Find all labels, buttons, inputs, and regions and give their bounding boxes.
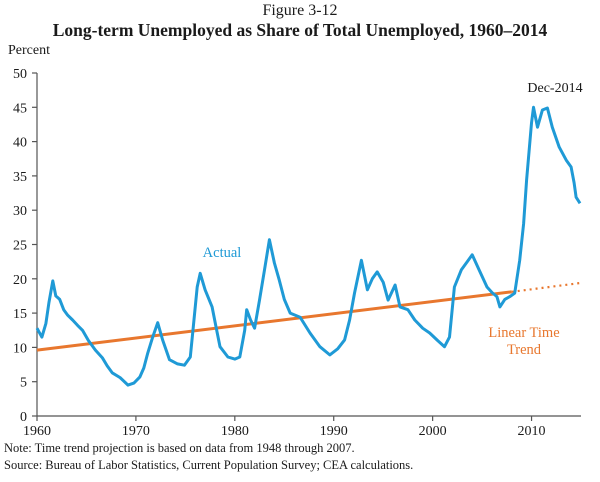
y-tick-label: 5 bbox=[20, 376, 27, 391]
series-layer bbox=[35, 105, 582, 387]
x-ticks: 1960 1970 1980 1990 2000 2010 bbox=[23, 416, 546, 439]
y-tick-label: 20 bbox=[13, 273, 27, 288]
y-ticks: 0 5 10 15 20 25 30 35 40 45 50 bbox=[13, 67, 37, 425]
y-tick-label: 35 bbox=[13, 170, 27, 185]
trend-line bbox=[36, 290, 512, 352]
chart-title: Long-term Unemployed as Share of Total U… bbox=[52, 20, 548, 40]
annotation-linear-time: Linear Time bbox=[488, 325, 559, 341]
x-tick-label: 2010 bbox=[518, 424, 546, 439]
x-tick-label: 1980 bbox=[221, 424, 249, 439]
y-tick-label: 15 bbox=[13, 307, 27, 322]
x-tick-label: 2000 bbox=[419, 424, 447, 439]
x-tick-label: 1970 bbox=[122, 424, 150, 439]
y-tick-label: 50 bbox=[13, 67, 27, 82]
y-tick-label: 25 bbox=[13, 239, 27, 254]
chart-source: Source: Bureau of Labor Statistics, Curr… bbox=[4, 458, 414, 472]
y-tick-label: 0 bbox=[20, 410, 27, 425]
actual-series-line bbox=[35, 105, 582, 387]
trend-line-projection bbox=[511, 281, 582, 293]
x-tick-label: 1990 bbox=[320, 424, 348, 439]
x-tick-label: 1960 bbox=[23, 424, 51, 439]
figure-number: Figure 3-12 bbox=[262, 2, 338, 19]
y-axis-label: Percent bbox=[8, 43, 50, 58]
annotation-actual: Actual bbox=[203, 245, 242, 261]
chart-note: Note: Time trend projection is based on … bbox=[4, 441, 355, 455]
y-tick-label: 40 bbox=[13, 136, 27, 151]
axes bbox=[36, 73, 581, 417]
y-tick-label: 10 bbox=[13, 341, 27, 356]
annotation-trend: Trend bbox=[507, 342, 542, 358]
y-tick-label: 45 bbox=[13, 101, 27, 116]
y-tick-label: 30 bbox=[13, 204, 27, 219]
annotation-dec-2014: Dec-2014 bbox=[527, 81, 582, 96]
